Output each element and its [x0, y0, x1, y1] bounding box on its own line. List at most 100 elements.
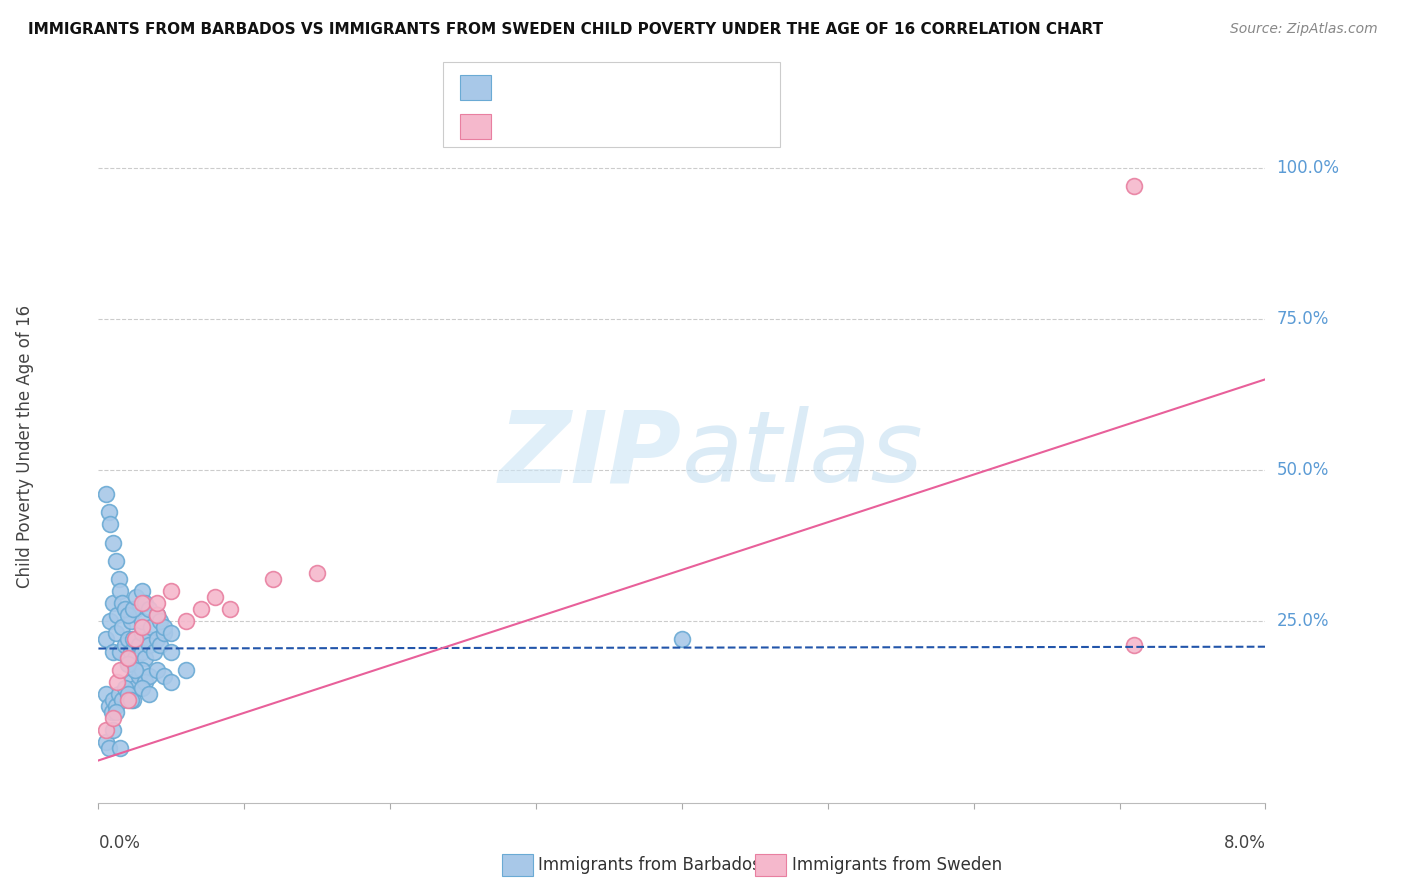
- Point: [131, 681, 153, 695]
- Text: R =: R =: [502, 80, 541, 98]
- Point: [117, 687, 139, 701]
- Point: [131, 620, 153, 634]
- Text: Immigrants from Barbados: Immigrants from Barbados: [538, 856, 762, 874]
- Point: [307, 566, 329, 580]
- Point: [160, 644, 183, 658]
- Point: [111, 693, 134, 707]
- Text: 25.0%: 25.0%: [1277, 612, 1329, 631]
- Point: [120, 674, 142, 689]
- Point: [138, 602, 160, 616]
- Point: [120, 693, 142, 707]
- Point: [160, 626, 183, 640]
- Text: Child Poverty Under the Age of 16: Child Poverty Under the Age of 16: [17, 304, 34, 588]
- Point: [146, 596, 169, 610]
- Point: [174, 615, 197, 629]
- Point: [97, 505, 120, 519]
- Text: 0.681: 0.681: [533, 120, 591, 137]
- Point: [94, 632, 117, 647]
- Point: [108, 687, 131, 701]
- Text: N =: N =: [603, 80, 643, 98]
- Point: [122, 602, 145, 616]
- Point: [101, 711, 124, 725]
- Point: [262, 572, 284, 586]
- Point: [117, 657, 139, 671]
- Point: [146, 608, 169, 623]
- Text: IMMIGRANTS FROM BARBADOS VS IMMIGRANTS FROM SWEDEN CHILD POVERTY UNDER THE AGE O: IMMIGRANTS FROM BARBADOS VS IMMIGRANTS F…: [28, 22, 1104, 37]
- Point: [142, 644, 165, 658]
- Point: [94, 487, 117, 501]
- Point: [671, 632, 693, 647]
- Point: [146, 632, 169, 647]
- Point: [117, 650, 139, 665]
- Point: [124, 650, 146, 665]
- Point: [125, 590, 148, 604]
- Point: [153, 620, 176, 634]
- Point: [110, 741, 132, 756]
- Point: [138, 639, 160, 653]
- Point: [104, 626, 127, 640]
- Point: [101, 535, 124, 549]
- Point: [138, 669, 160, 683]
- Text: 20: 20: [631, 120, 657, 137]
- Point: [108, 572, 131, 586]
- Point: [125, 602, 148, 616]
- Point: [136, 632, 159, 647]
- Point: [97, 698, 120, 713]
- Point: [128, 639, 150, 653]
- Text: Immigrants from Sweden: Immigrants from Sweden: [792, 856, 1001, 874]
- Point: [146, 608, 169, 623]
- Point: [190, 602, 212, 616]
- Point: [117, 693, 139, 707]
- Point: [100, 705, 122, 719]
- Point: [1123, 178, 1146, 193]
- Point: [128, 669, 150, 683]
- Point: [124, 681, 146, 695]
- Point: [204, 590, 226, 604]
- Point: [146, 663, 169, 677]
- Point: [134, 650, 156, 665]
- Text: R =: R =: [502, 120, 541, 137]
- Point: [105, 674, 128, 689]
- Point: [138, 687, 160, 701]
- Point: [97, 741, 120, 756]
- Point: [218, 602, 240, 616]
- Point: [98, 517, 121, 532]
- Point: [160, 674, 183, 689]
- Point: [101, 644, 124, 658]
- Point: [110, 663, 132, 677]
- Point: [104, 698, 127, 713]
- Text: 80: 80: [631, 80, 657, 98]
- Point: [94, 723, 117, 738]
- Point: [139, 620, 162, 634]
- Point: [124, 663, 146, 677]
- Point: [134, 596, 156, 610]
- Text: 8.0%: 8.0%: [1223, 834, 1265, 852]
- Point: [131, 584, 153, 599]
- Text: atlas: atlas: [682, 407, 924, 503]
- Text: 100.0%: 100.0%: [1277, 159, 1340, 177]
- Point: [153, 669, 176, 683]
- Point: [149, 615, 172, 629]
- Point: [1123, 639, 1146, 653]
- Point: [146, 608, 169, 623]
- Text: 0.0%: 0.0%: [98, 834, 141, 852]
- Text: Source: ZipAtlas.com: Source: ZipAtlas.com: [1230, 22, 1378, 37]
- Point: [122, 693, 145, 707]
- Point: [131, 626, 153, 640]
- Point: [131, 663, 153, 677]
- Point: [94, 687, 117, 701]
- Point: [160, 584, 183, 599]
- Point: [105, 608, 128, 623]
- Point: [101, 723, 124, 738]
- Point: [101, 596, 124, 610]
- Point: [117, 632, 139, 647]
- Point: [120, 644, 142, 658]
- Point: [98, 615, 121, 629]
- Point: [111, 620, 134, 634]
- Point: [110, 584, 132, 599]
- Point: [104, 554, 127, 568]
- Point: [110, 644, 132, 658]
- Point: [124, 632, 146, 647]
- Point: [114, 602, 136, 616]
- Point: [117, 657, 139, 671]
